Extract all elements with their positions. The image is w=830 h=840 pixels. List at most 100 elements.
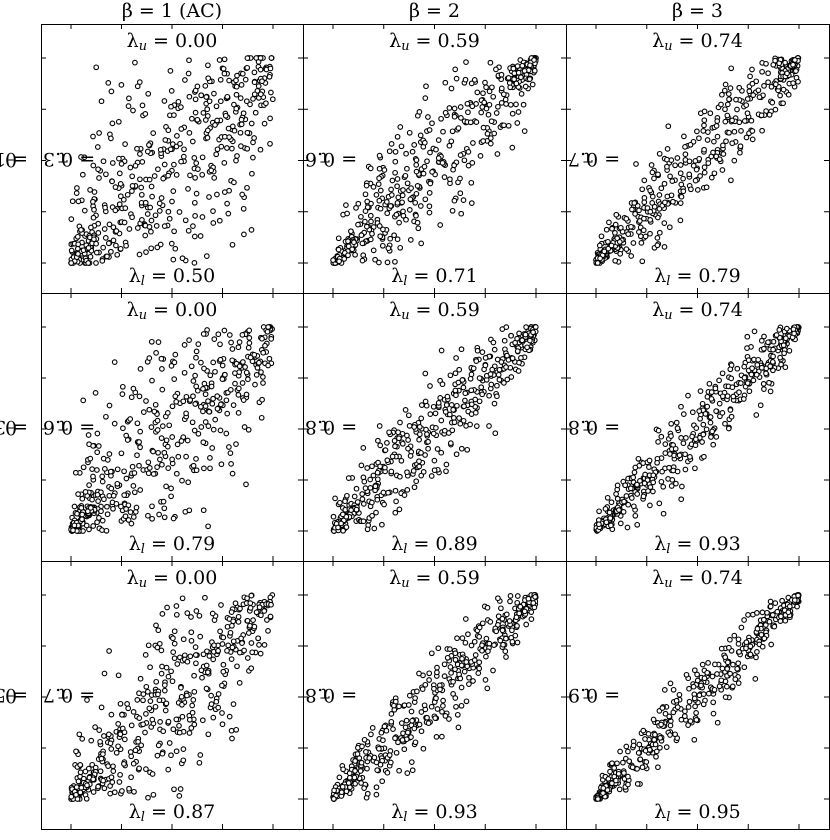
data-point [81,207,88,214]
data-point [686,171,693,178]
data-point [482,677,489,683]
data-point [604,494,611,501]
data-point [97,768,104,775]
data-point [247,605,254,611]
data-point [462,76,469,83]
data-point [370,184,377,190]
data-point [710,441,717,448]
data-point [231,179,237,186]
data-point [518,74,524,81]
scatter-plot [566,24,829,293]
data-point [211,336,218,342]
data-point [456,415,462,421]
data-point [640,227,647,234]
data-point [105,763,111,769]
data-point [359,743,365,750]
data-point [706,380,713,387]
data-point [200,651,207,658]
data-point [727,366,734,373]
data-point [525,595,532,602]
data-point [418,728,425,735]
data-point [341,256,348,262]
lambda-symbol: λ [128,265,141,287]
data-point [184,658,191,665]
data-point [683,671,690,678]
data-point [459,655,465,662]
data-point [184,692,190,699]
data-point [459,635,466,641]
data-point [248,640,255,646]
data-point [143,766,149,772]
data-point [202,391,209,398]
data-point [708,174,715,181]
data-point [181,369,188,376]
data-point [740,396,747,402]
data-point [362,191,369,198]
data-point [674,468,681,475]
data-point [90,443,96,449]
data-point [361,478,368,485]
data-point [771,623,778,630]
data-point [266,355,273,362]
data-point [670,467,677,474]
data-point [173,172,180,178]
data-point [668,433,674,439]
data-point [779,597,785,604]
data-point [520,101,527,108]
data-point [373,192,380,198]
data-point [731,157,738,164]
data-point [259,78,265,85]
data-point [772,600,779,606]
data-point [443,402,450,408]
data-point [153,678,160,685]
data-point [604,787,611,793]
data-point [194,116,201,123]
data-point [435,137,442,143]
data-point [124,701,130,707]
data-point [429,120,435,127]
data-point [704,137,711,143]
data-point [614,482,621,489]
data-point [143,683,150,690]
data-point [204,669,211,676]
data-point [84,508,91,515]
data-point [486,88,493,95]
data-point [500,641,506,648]
data-point [480,138,487,144]
data-point [251,135,257,141]
data-points [330,55,539,266]
data-point [352,251,358,258]
data-point [426,127,433,133]
data-point [776,60,783,67]
data-point [98,98,105,105]
data-point [399,199,405,206]
data-point [772,57,778,64]
data-point [96,515,102,521]
data-point [377,233,384,240]
data-point [99,258,106,264]
data-point [407,196,414,203]
data-point [440,128,446,135]
data-point [616,786,623,793]
data-point [719,370,726,377]
data-point [112,184,119,190]
data-point [430,403,437,410]
data-point [129,173,136,180]
data-point [747,73,753,80]
data-point [620,509,627,515]
data-point [136,715,143,721]
data-point [743,134,750,141]
data-point [359,257,366,264]
data-point [78,505,85,511]
data-point [357,768,364,774]
data-point [778,361,784,368]
data-point [741,617,747,623]
upper-tail-value: = 0.74 [672,299,743,321]
data-point [155,166,161,173]
data-point [71,522,78,529]
data-point [625,748,631,755]
data-point [193,456,199,462]
data-point [184,610,191,616]
data-point [480,124,487,131]
